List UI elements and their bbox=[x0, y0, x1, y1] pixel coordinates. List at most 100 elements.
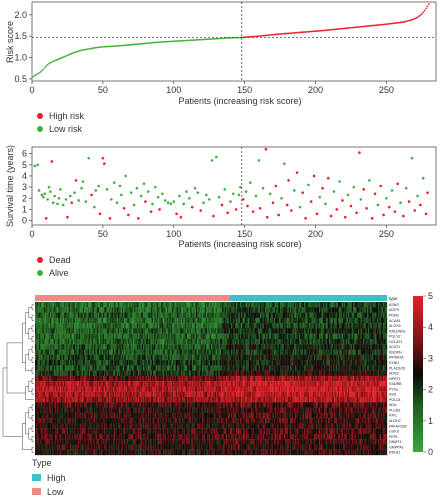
heatmap-cell bbox=[228, 338, 231, 345]
heatmap-cell bbox=[150, 307, 153, 313]
heatmap-cell bbox=[116, 323, 119, 329]
heatmap-cell bbox=[354, 360, 356, 366]
heatmap-cell bbox=[285, 344, 287, 350]
dead-point bbox=[301, 191, 305, 194]
heatmap-cell bbox=[192, 302, 194, 308]
heatmap-cell bbox=[297, 349, 300, 355]
heatmap-cell bbox=[138, 344, 140, 350]
heatmap-cell bbox=[320, 365, 322, 371]
heatmap-cell bbox=[212, 381, 214, 387]
heatmap-cell bbox=[136, 354, 139, 361]
heatmap-cell bbox=[369, 354, 371, 361]
heatmap-cell bbox=[227, 307, 229, 313]
heatmap-cell bbox=[305, 302, 307, 308]
heatmap-cell bbox=[97, 370, 100, 377]
heatmap-cell bbox=[248, 354, 251, 361]
alive-point bbox=[87, 156, 91, 160]
heatmap-cell bbox=[373, 328, 375, 334]
high-risk-point bbox=[385, 23, 388, 26]
heatmap-cell bbox=[295, 381, 297, 387]
heatmap-cell bbox=[60, 338, 62, 345]
heatmap-cell bbox=[238, 323, 241, 329]
high-risk-point bbox=[367, 25, 369, 27]
heatmap-cell bbox=[40, 312, 42, 318]
heatmap-cell bbox=[371, 333, 374, 340]
heatmap-cell bbox=[50, 381, 52, 387]
heatmap-cell bbox=[116, 360, 119, 366]
heatmap-cell bbox=[376, 317, 379, 324]
heatmap-cell bbox=[109, 365, 111, 371]
heatmap-cell bbox=[81, 349, 83, 355]
heatmap-cell bbox=[106, 338, 109, 345]
heatmap-cell bbox=[339, 381, 341, 387]
heatmap-cell bbox=[102, 317, 105, 324]
heatmap-cell bbox=[150, 312, 153, 318]
heatmap-cell bbox=[277, 302, 280, 308]
heatmap-cell bbox=[242, 365, 244, 371]
heatmap-cell bbox=[364, 360, 366, 366]
high-risk-point bbox=[284, 32, 287, 35]
heatmap-cell bbox=[221, 354, 223, 361]
low-risk-point bbox=[46, 63, 49, 66]
heatmap-cell bbox=[361, 344, 364, 350]
heatmap-cell bbox=[321, 370, 324, 377]
heatmap-cell bbox=[189, 344, 192, 350]
heatmap-cell bbox=[112, 323, 115, 329]
heatmap-cell bbox=[353, 381, 355, 387]
heatmap-cell bbox=[117, 381, 120, 387]
heatmap-cell bbox=[234, 338, 237, 345]
heatmap-cell bbox=[243, 323, 246, 329]
alive-point bbox=[254, 194, 258, 198]
heatmap-cell bbox=[381, 317, 384, 324]
heatmap-cell bbox=[197, 302, 199, 308]
heatmap-cell bbox=[317, 354, 320, 361]
dead-point bbox=[74, 179, 78, 182]
heatmap-cell bbox=[273, 375, 276, 382]
heatmap-cell bbox=[358, 323, 360, 329]
heatmap-cell bbox=[291, 381, 293, 387]
heatmap-cell bbox=[322, 302, 325, 308]
heatmap-cell bbox=[37, 360, 39, 366]
heatmap-cell bbox=[330, 370, 332, 377]
heatmap-cell bbox=[380, 312, 383, 318]
heatmap-cell bbox=[158, 360, 160, 366]
dead-point bbox=[373, 192, 377, 196]
heatmap-cell bbox=[173, 338, 175, 345]
heatmap-cell bbox=[167, 328, 169, 334]
heatmap-cell bbox=[234, 302, 237, 308]
heatmap-cell bbox=[151, 354, 154, 361]
heatmap-cell bbox=[199, 381, 202, 387]
heatmap-cell bbox=[125, 317, 127, 324]
heatmap-cell bbox=[346, 323, 349, 329]
dead-legend-label: Dead bbox=[49, 255, 71, 265]
heatmap-cell bbox=[167, 360, 169, 366]
heatmap-cell bbox=[62, 302, 65, 308]
heatmap-cell bbox=[229, 317, 232, 324]
heatmap-cell bbox=[228, 333, 231, 340]
heatmap-cell bbox=[55, 317, 57, 324]
low-risk-point bbox=[130, 43, 133, 46]
heatmap-cell bbox=[178, 307, 180, 313]
heatmap-cell bbox=[179, 375, 181, 382]
heatmap-cell bbox=[85, 354, 87, 361]
heatmap-cell bbox=[190, 360, 193, 366]
heatmap-cell bbox=[130, 344, 132, 350]
low-risk-point bbox=[147, 42, 150, 45]
heatmap-cell bbox=[297, 328, 300, 334]
heatmap-cell bbox=[263, 375, 266, 382]
dendrogram-branch bbox=[28, 428, 32, 440]
heatmap-cell bbox=[239, 354, 242, 361]
heatmap-cell bbox=[185, 360, 188, 366]
heatmap-cell bbox=[310, 381, 312, 387]
heatmap-cell bbox=[233, 381, 236, 387]
heatmap-cell bbox=[363, 349, 365, 355]
heatmap-cell bbox=[180, 349, 183, 355]
heatmap-cell bbox=[349, 354, 351, 361]
heatmap-cell bbox=[80, 317, 82, 324]
high-risk-legend-dot bbox=[37, 113, 43, 119]
heatmap-cell bbox=[262, 365, 264, 371]
heatmap-cell bbox=[290, 307, 292, 313]
heatmap-cell bbox=[355, 375, 357, 382]
heatmap-cell bbox=[368, 312, 370, 318]
heatmap-cell bbox=[314, 328, 316, 334]
